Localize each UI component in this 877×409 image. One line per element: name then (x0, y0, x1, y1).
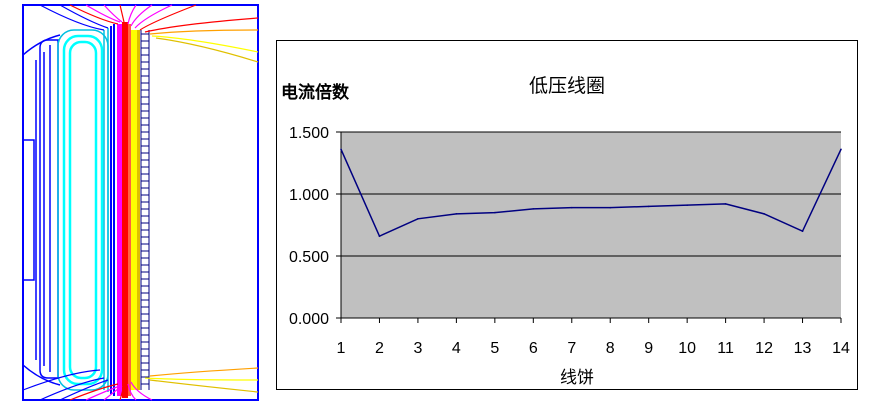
y-tick-label: 0.500 (289, 249, 329, 266)
field-contour-plot (22, 4, 259, 401)
chart-title: 低压线圈 (528, 75, 605, 97)
data-point (494, 211, 496, 214)
x-tick-label: 11 (717, 340, 734, 357)
x-tick-label: 2 (375, 340, 384, 357)
x-tick-label: 3 (413, 340, 422, 357)
x-tick-label: 1 (337, 340, 346, 357)
x-tick-label: 9 (644, 340, 653, 357)
x-tick-label: 12 (755, 340, 773, 357)
data-point (417, 218, 419, 220)
y-tick-label: 1.500 (289, 125, 329, 142)
data-point (570, 206, 573, 209)
x-tick-label: 10 (678, 340, 696, 357)
x-tick-label: 5 (490, 340, 499, 357)
data-point (340, 148, 342, 151)
data-point (532, 208, 535, 210)
x-tick-label: 13 (794, 340, 812, 357)
data-point (378, 235, 381, 237)
x-tick-label: 6 (529, 340, 538, 357)
plot-area (341, 132, 841, 318)
data-point (724, 203, 727, 205)
data-point (840, 148, 842, 151)
x-tick-label: 4 (452, 340, 461, 357)
series-line (340, 149, 842, 238)
x-axis-label: 线饼 (560, 368, 594, 388)
y-tick-label: 0.000 (289, 311, 329, 328)
x-tick-label: 14 (832, 340, 850, 357)
y-axis-label: 电流倍数 (281, 83, 349, 103)
x-tick-label: 8 (606, 340, 615, 357)
chart-panel: 低压线圈 电流倍数 0.000 0.500 1.000 1.500 1 2 3 4 5 6 7 8 9 1… (276, 40, 858, 390)
data-point (609, 206, 612, 209)
data-point (801, 230, 804, 232)
y-tick-label: 1.000 (289, 187, 329, 204)
data-point (686, 204, 688, 206)
data-point (763, 213, 765, 215)
data-point (647, 205, 650, 208)
x-tick-label: 7 (567, 340, 576, 357)
data-point (455, 213, 458, 215)
